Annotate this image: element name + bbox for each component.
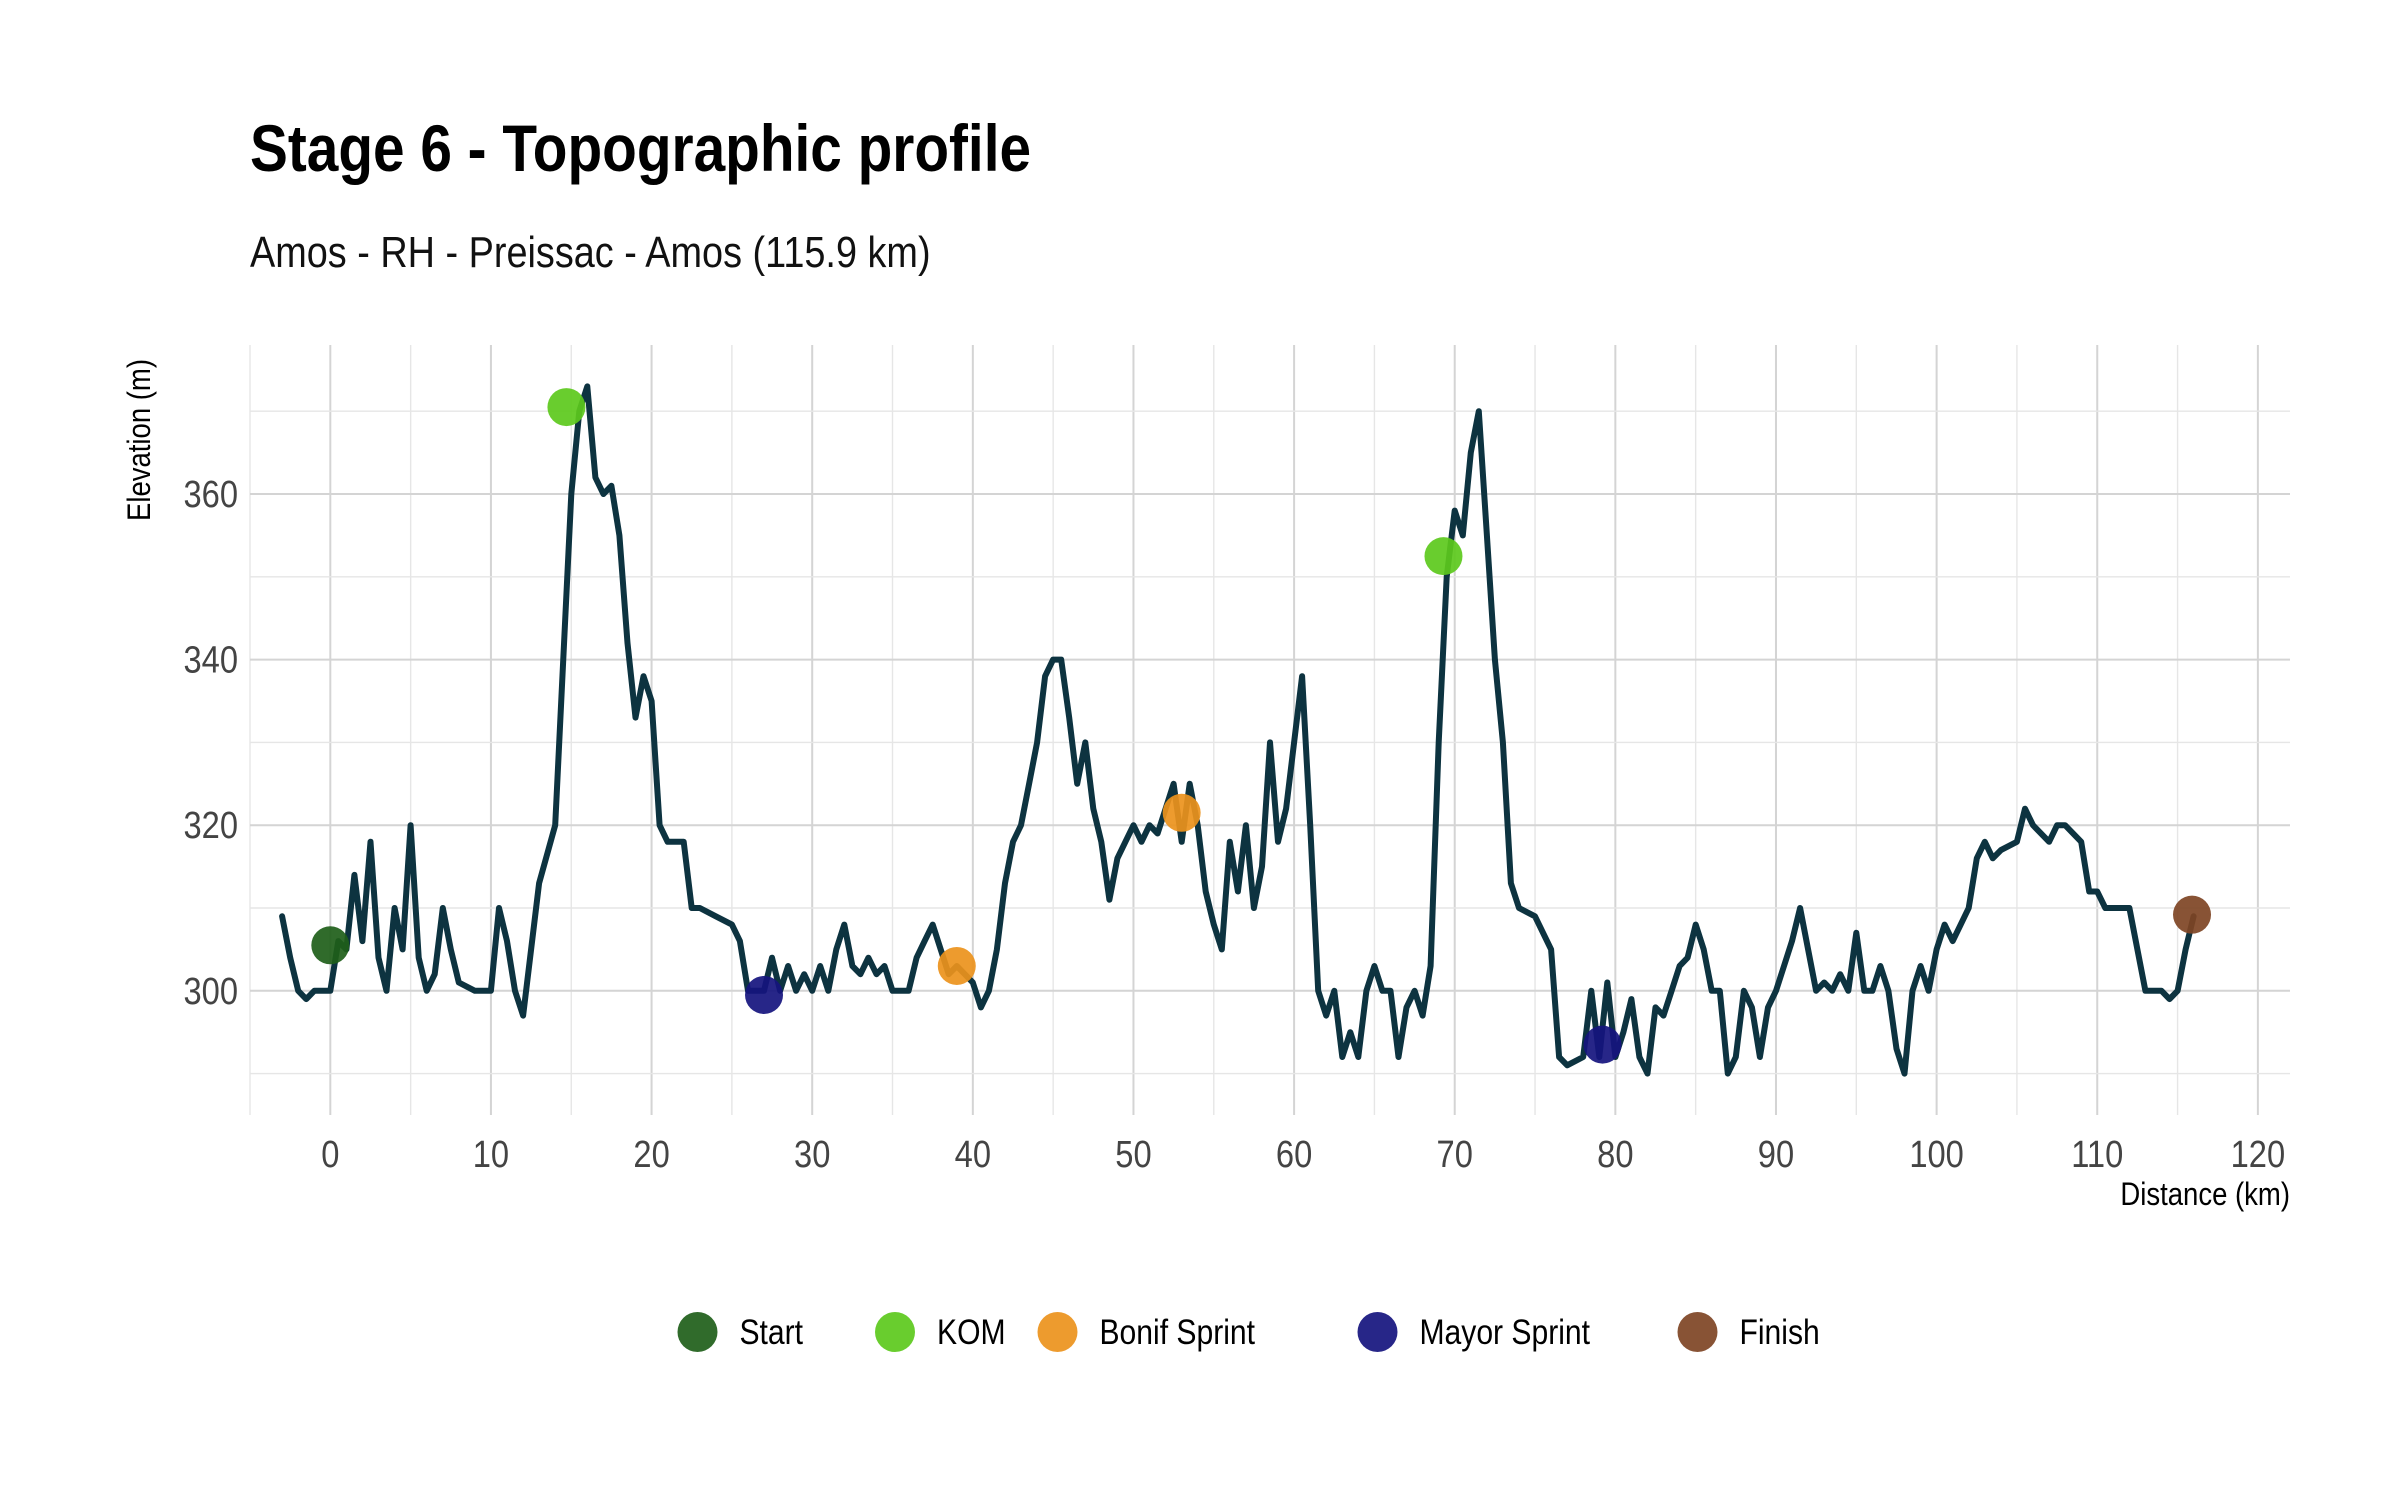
legend-swatch-kom xyxy=(875,1312,915,1352)
grid-lines xyxy=(249,345,2290,1115)
marker-bonif-sprint xyxy=(1162,793,1201,832)
marker-kom xyxy=(547,388,586,427)
x-tick-label: 50 xyxy=(1115,1133,1151,1176)
legend-label-start: Start xyxy=(740,1312,804,1352)
legend-swatch-finish xyxy=(1677,1312,1718,1352)
legend: Start KOM Bonif Sprint Mayor Sprint Finish xyxy=(677,1312,1820,1352)
legend-label-kom: KOM xyxy=(937,1312,1006,1352)
x-tick-label: 40 xyxy=(955,1133,991,1176)
marker-finish xyxy=(2173,895,2212,934)
x-tick-label: 80 xyxy=(1597,1133,1633,1176)
legend-swatch-start xyxy=(677,1312,718,1352)
x-tick-label: 10 xyxy=(473,1133,509,1176)
y-tick-label: 300 xyxy=(183,969,238,1012)
marker-kom xyxy=(1424,537,1463,576)
x-tick-label: 90 xyxy=(1758,1133,1794,1176)
chart-title: Stage 6 - Topographic profile xyxy=(250,111,1032,185)
y-tick-label: 320 xyxy=(183,804,238,847)
x-tick-label: 110 xyxy=(2071,1133,2123,1176)
marker-bonif-sprint xyxy=(937,946,976,985)
y-axis-title: Elevation (m) xyxy=(122,359,157,521)
x-tick-label: 120 xyxy=(2231,1133,2286,1176)
y-tick-label: 360 xyxy=(183,473,238,516)
x-tick-label: 70 xyxy=(1437,1133,1473,1176)
y-tick-label: 340 xyxy=(183,638,238,681)
x-tick-label: 60 xyxy=(1276,1133,1312,1176)
legend-swatch-bonif-sprint xyxy=(1037,1312,1078,1352)
x-tick-label: 20 xyxy=(633,1133,669,1176)
legend-label-finish: Finish xyxy=(1740,1312,1820,1352)
x-tick-labels: 0 10 20 30 40 50 60 70 80 90 100 110 120 xyxy=(321,1133,2285,1176)
legend-swatch-mayor-sprint xyxy=(1357,1312,1398,1352)
marker-mayor-sprint xyxy=(1583,1025,1622,1064)
y-tick-labels: 300 320 340 360 xyxy=(183,473,238,1013)
elevation-line-group xyxy=(279,383,2197,1077)
x-tick-label: 0 xyxy=(321,1133,339,1176)
legend-label-bonif-sprint: Bonif Sprint xyxy=(1100,1312,1256,1352)
marker-group xyxy=(311,388,2212,1064)
marker-mayor-sprint xyxy=(745,975,784,1014)
legend-label-mayor-sprint: Mayor Sprint xyxy=(1419,1312,1590,1352)
marker-start xyxy=(311,926,350,965)
x-tick-label: 100 xyxy=(1909,1133,1964,1176)
x-axis-title: Distance (km) xyxy=(2120,1177,2290,1212)
x-tick-label: 30 xyxy=(794,1133,830,1176)
chart-subtitle: Amos - RH - Preissac - Amos (115.9 km) xyxy=(250,228,931,277)
elevation-line xyxy=(279,383,2197,1077)
